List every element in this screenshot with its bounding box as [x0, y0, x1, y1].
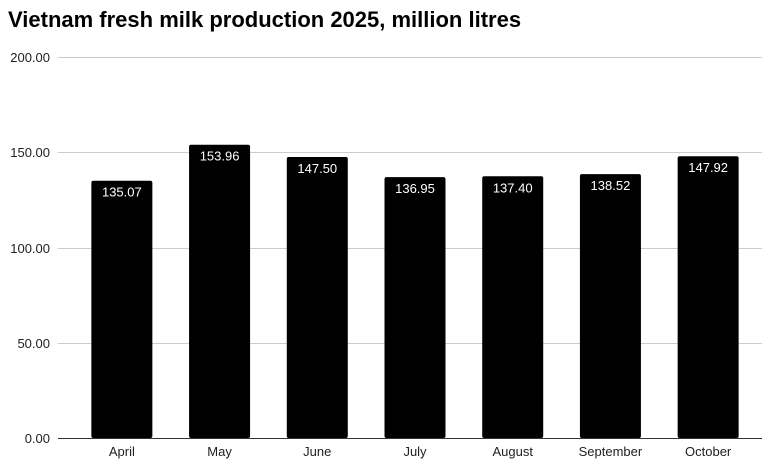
bar-october — [677, 156, 739, 438]
x-tick-label: September — [579, 444, 643, 459]
bar-september — [579, 174, 641, 439]
y-tick-label: 50.00 — [17, 336, 50, 351]
data-label: 147.50 — [297, 161, 337, 176]
x-tick-label: June — [303, 444, 331, 459]
data-label: 153.96 — [200, 149, 240, 164]
x-tick-label: April — [109, 444, 135, 459]
bar-june — [286, 157, 348, 438]
data-label: 135.07 — [102, 185, 142, 200]
y-axis-ticks: 0.00 50.00 100.00 150.00 200.00 — [10, 50, 50, 446]
data-label: 136.95 — [395, 181, 435, 196]
x-axis-labels: April May June July August September October — [109, 444, 732, 459]
chart-title: Vietnam fresh milk production 2025, mill… — [8, 7, 522, 32]
x-tick-label: May — [207, 444, 232, 459]
x-tick-label: July — [403, 444, 427, 459]
data-label: 137.40 — [493, 180, 533, 195]
bars — [91, 144, 739, 439]
bar-may — [189, 144, 251, 438]
data-label: 138.52 — [591, 178, 631, 193]
y-tick-label: 200.00 — [10, 50, 50, 65]
y-tick-label: 100.00 — [10, 241, 50, 256]
bar-august — [482, 176, 544, 439]
data-label: 147.92 — [688, 160, 728, 175]
bar-july — [384, 177, 446, 439]
y-tick-label: 150.00 — [10, 145, 50, 160]
x-tick-label: October — [685, 444, 732, 459]
bar-april — [91, 180, 153, 438]
data-labels: 135.07 153.96 147.50 136.95 137.40 138.52 147.… — [102, 149, 728, 200]
y-tick-label: 0.00 — [25, 431, 50, 446]
x-tick-label: August — [492, 444, 533, 459]
